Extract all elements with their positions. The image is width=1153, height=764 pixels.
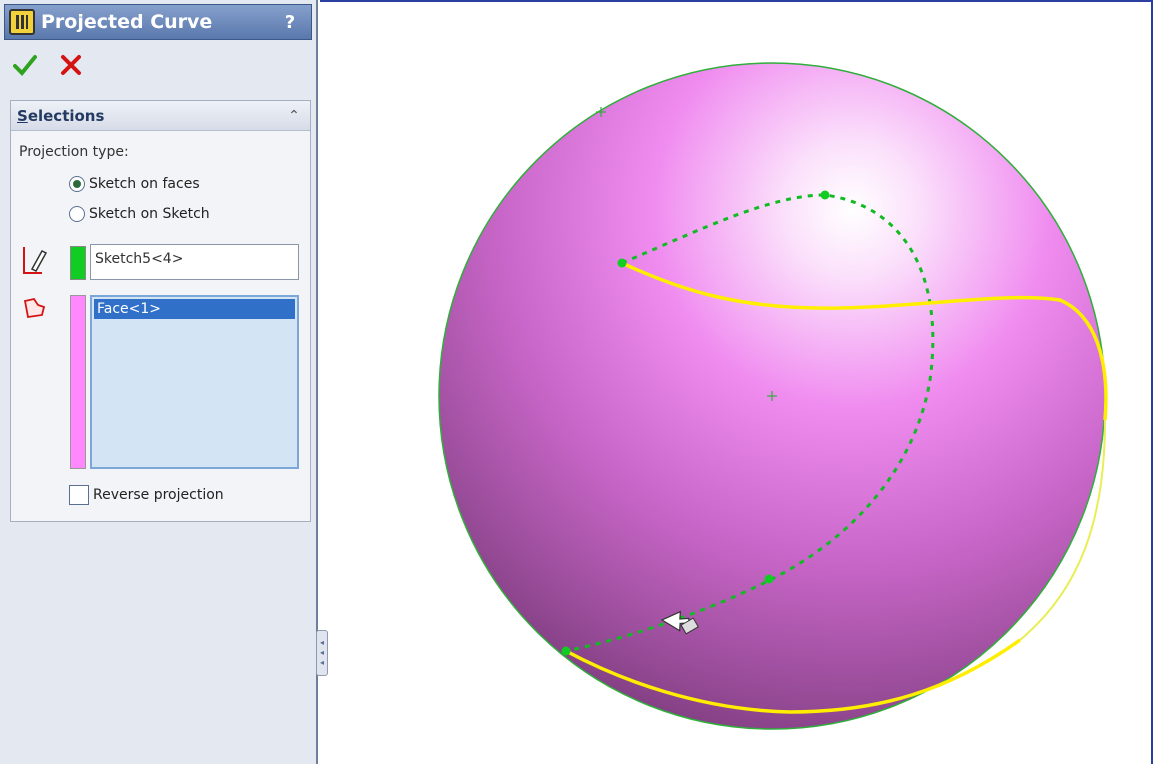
projected-curve-bottom[interactable] (565, 638, 1022, 714)
radio-button[interactable] (69, 206, 85, 222)
help-button[interactable]: ? (284, 11, 296, 33)
viewport-top-border (320, 0, 1153, 2)
cancel-button[interactable] (58, 52, 84, 78)
sketch-point[interactable] (561, 646, 571, 656)
reverse-projection-checkbox[interactable] (69, 485, 89, 505)
list-item[interactable]: Face<1> (94, 299, 295, 319)
point-marker (596, 107, 606, 117)
sketch-point[interactable] (617, 258, 627, 268)
face-color-swatch (70, 295, 86, 469)
sketch-spline[interactable] (565, 193, 935, 653)
mouse-cursor-icon (660, 610, 699, 635)
radio-button[interactable] (69, 176, 85, 192)
projection-type-label: Projection type: (19, 144, 129, 160)
radio-label: Sketch on faces (89, 176, 200, 192)
projected-curve-top[interactable] (621, 261, 1108, 421)
face-icon (22, 297, 46, 319)
viewport-right-border (1151, 0, 1153, 764)
radio-sketch-on-sketch[interactable]: Sketch on Sketch (69, 206, 210, 222)
property-manager-panel: Projected Curve ? Selections ⌃ Projectio… (0, 0, 318, 764)
sphere-center-marker (767, 391, 777, 401)
projected-curve-icon (9, 9, 35, 35)
sketch-point[interactable] (764, 574, 774, 584)
reverse-projection-option[interactable]: Reverse projection (69, 485, 224, 505)
x-icon (61, 55, 81, 75)
sketch-point[interactable] (820, 190, 830, 200)
graphics-viewport[interactable] (320, 0, 1153, 764)
ok-button[interactable] (12, 52, 38, 78)
check-icon (13, 55, 37, 76)
radio-label: Sketch on Sketch (89, 206, 210, 222)
action-row (12, 52, 84, 78)
checkbox-label: Reverse projection (93, 487, 224, 503)
silhouette-edge (1019, 419, 1106, 641)
selections-group: Selections ⌃ Projection type: Sketch on … (10, 100, 311, 522)
selections-header[interactable]: Selections ⌃ (11, 101, 310, 131)
panel-header: Projected Curve ? (4, 4, 312, 40)
sketch-icon (22, 245, 48, 275)
radio-sketch-on-faces[interactable]: Sketch on faces (69, 176, 200, 192)
sketch-selection-field[interactable]: Sketch5<4> (90, 244, 299, 280)
face-selection-list[interactable]: Face<1> (90, 295, 299, 469)
sketch-color-swatch (70, 246, 86, 280)
panel-splitter[interactable]: ◂ ◂ ◂ (316, 630, 328, 676)
selections-title: Selections (17, 106, 105, 125)
collapse-icon[interactable]: ⌃ (288, 107, 300, 124)
panel-title: Projected Curve (41, 11, 213, 33)
